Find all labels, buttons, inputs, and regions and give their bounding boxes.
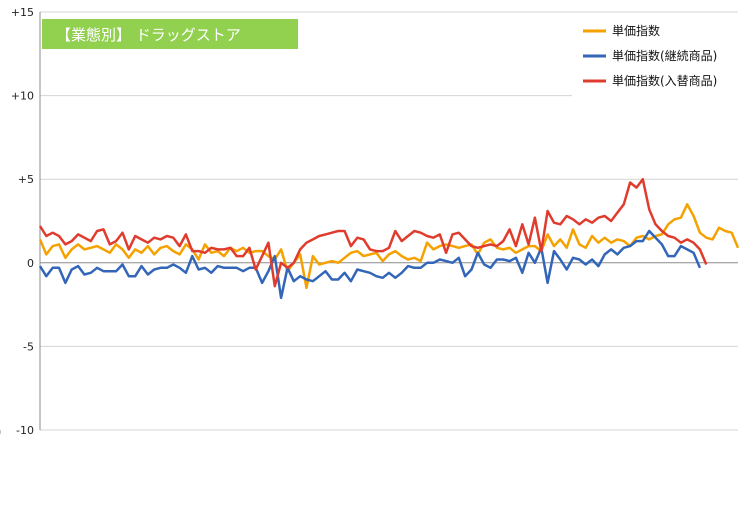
series-line-2 (38, 177, 708, 288)
y-tick-label-3: 0 (27, 257, 34, 270)
legend-label-2: 単価指数(入替商品) (612, 73, 717, 88)
series-lines (38, 177, 740, 300)
y-tick-label-2: +5 (18, 173, 34, 186)
chart-title-background (42, 19, 298, 49)
y-tick-label-4: -5 (23, 340, 34, 353)
y-tick-label-5: -10 (16, 424, 34, 437)
y-tick-label-0: +15 (11, 6, 34, 19)
chart-title: 【業態別】 ドラッグストア (56, 26, 241, 44)
chart-title-box: 【業態別】 ドラッグストア (42, 19, 298, 49)
series-line-0 (38, 203, 740, 290)
legend-label-0: 単価指数 (612, 23, 660, 38)
series-line-1 (38, 229, 702, 300)
y-axis-ticks: +15 +10 +5 0 -5 -10 (11, 6, 34, 437)
x-axis: 2017/10/12017/11/12017/12/12018/1/12018/… (0, 12, 738, 434)
legend-label-1: 単価指数(継続商品) (612, 48, 717, 63)
legend: 単価指数 単価指数(継続商品) 単価指数(入替商品) (572, 14, 742, 98)
y-tick-label-1: +10 (11, 90, 34, 103)
